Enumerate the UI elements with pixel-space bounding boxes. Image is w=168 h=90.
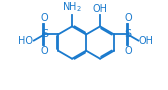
Text: O: O bbox=[40, 46, 48, 56]
Text: OH: OH bbox=[93, 4, 108, 14]
Text: O: O bbox=[40, 13, 48, 23]
Text: O: O bbox=[124, 13, 132, 23]
Text: NH$_2$: NH$_2$ bbox=[61, 1, 81, 14]
Text: S: S bbox=[124, 30, 131, 40]
Text: S: S bbox=[41, 30, 48, 40]
Text: OH: OH bbox=[139, 36, 154, 46]
Text: HO: HO bbox=[18, 36, 33, 46]
Text: O: O bbox=[124, 46, 132, 56]
